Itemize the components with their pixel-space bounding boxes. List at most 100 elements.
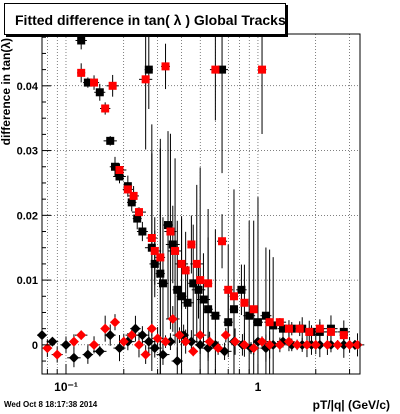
data-point-diamond [126, 330, 137, 341]
data-point-square [83, 78, 92, 87]
data-point-diamond [230, 336, 241, 347]
data-point-square [95, 88, 104, 97]
data-point-square [245, 311, 254, 320]
data-point-diamond [167, 313, 178, 324]
data-point-square [123, 185, 132, 194]
x-axis-label: pT/|q| (GeV/c) [313, 398, 390, 412]
data-point-square [211, 311, 220, 320]
data-point-square [77, 36, 86, 45]
tick-labels: 10⁻¹ 1 0 0.01 0.02 0.03 0.04 [17, 81, 262, 394]
data-point-square [164, 221, 173, 230]
data-point-diamond [332, 339, 343, 350]
data-point-diamond [344, 339, 355, 350]
data-point-diamond [133, 339, 144, 350]
data-point-diamond [186, 336, 197, 347]
data-point-square [106, 136, 115, 145]
data-point-square [115, 172, 124, 181]
data-point-diamond [68, 352, 79, 363]
data-point-square [249, 305, 258, 314]
data-point-diamond [157, 349, 168, 360]
data-point-square [240, 298, 249, 307]
data-point-diamond [130, 323, 141, 334]
data-point-diamond [180, 336, 191, 347]
data-point-diamond [239, 339, 250, 350]
data-point-diamond [100, 323, 111, 334]
data-point-square [284, 324, 293, 333]
x-tick-label: 1 [255, 380, 262, 394]
data-point-diamond [47, 336, 58, 347]
data-point-diamond [195, 339, 206, 350]
data-point-square [315, 324, 324, 333]
data-point-square [275, 318, 284, 327]
data-point-diamond [42, 343, 53, 354]
data-point-diamond [301, 339, 312, 350]
data-point-square [204, 305, 213, 314]
data-point-diamond [264, 339, 275, 350]
data-point-diamond [82, 349, 93, 360]
data-point-square [261, 311, 270, 320]
data-point-diamond [146, 323, 157, 334]
data-point-diamond [68, 336, 79, 347]
timestamp: Wed Oct 8 18:17:38 2014 [4, 400, 98, 409]
data-point-square [133, 214, 142, 223]
data-point-diamond [114, 343, 125, 354]
data-point-square [158, 279, 167, 288]
data-point-square [156, 253, 165, 262]
data-point-diamond [137, 330, 148, 341]
data-point-square [90, 78, 99, 87]
data-point-diamond [248, 343, 259, 354]
y-tick-label: 0.02 [17, 210, 38, 222]
y-tick-label: 0.01 [17, 275, 38, 287]
data-point-square [177, 259, 186, 268]
y-tick-label: 0.03 [17, 146, 38, 158]
data-point-diamond [310, 339, 321, 350]
data-point-square [147, 234, 156, 242]
data-point-diamond [105, 330, 116, 341]
data-point-square [237, 285, 246, 294]
markers [37, 36, 363, 367]
chart-title: Fitted difference in tan( λ ) Global Tra… [15, 12, 286, 28]
data-point-square [129, 191, 138, 200]
data-point-square [101, 104, 110, 113]
data-point-square [265, 318, 274, 327]
data-point-diamond [76, 330, 87, 341]
data-point-square [199, 295, 208, 304]
data-point-diamond [274, 339, 285, 350]
data-point-square [229, 305, 238, 314]
data-point-square [77, 68, 86, 77]
data-point-square [305, 327, 314, 336]
data-point-diamond [160, 336, 171, 347]
data-point-diamond [174, 330, 185, 341]
data-point-square [173, 285, 182, 294]
data-point-square [168, 240, 177, 249]
data-point-square [326, 327, 335, 336]
data-point-square [171, 246, 180, 255]
data-point-diamond [220, 330, 231, 341]
data-point-square [224, 285, 233, 294]
data-point-square [161, 62, 170, 71]
data-point-square [115, 166, 124, 174]
data-point-square [187, 240, 196, 249]
data-point-diamond [322, 339, 333, 350]
data-point-square [166, 227, 175, 236]
data-point-diamond [204, 336, 215, 347]
data-point-square [196, 276, 205, 285]
data-point-diamond [52, 349, 63, 360]
y-axis-label: difference in tan(λ) [0, 38, 13, 145]
data-point-diamond [172, 356, 183, 367]
data-point-diamond [89, 339, 100, 350]
data-point-diamond [213, 343, 224, 354]
data-point-square [189, 279, 198, 288]
data-point-square [224, 318, 233, 327]
data-point-square [218, 65, 227, 74]
data-point-diamond [257, 336, 268, 347]
data-point-diamond [292, 339, 303, 350]
y-tick-label: 0.04 [17, 81, 39, 93]
data-point-diamond [195, 330, 206, 341]
data-point-diamond [109, 317, 120, 328]
data-point-square [253, 318, 262, 327]
y-tick-label: 0 [32, 340, 38, 352]
data-point-square [192, 259, 201, 268]
data-point-diamond [94, 346, 105, 357]
